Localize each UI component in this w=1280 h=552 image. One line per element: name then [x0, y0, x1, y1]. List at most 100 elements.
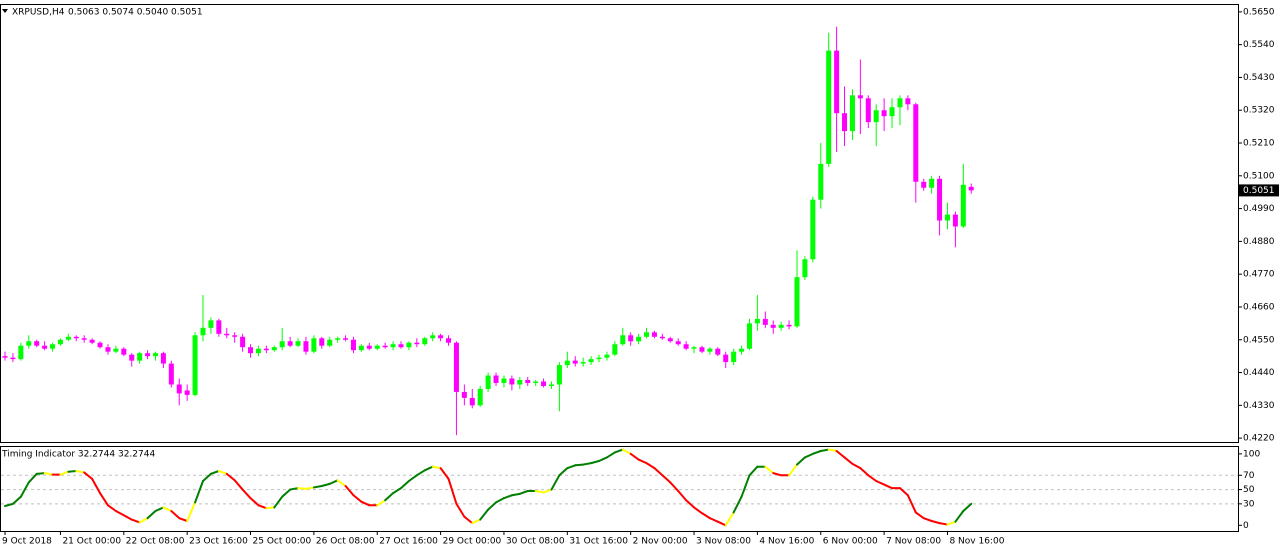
indicator-segment [83, 471, 94, 480]
y-tick-label: 0.5320 [1243, 106, 1275, 116]
candle-body [422, 338, 428, 345]
candle-body [533, 381, 539, 383]
candle-body [327, 339, 333, 346]
indicator-segment [400, 480, 410, 490]
indicator-segment [716, 520, 727, 527]
candle-body [176, 384, 182, 394]
collapse-icon[interactable] [2, 9, 8, 13]
indicator-segment [605, 451, 616, 459]
indicator-segment [304, 486, 315, 490]
candle-body [897, 98, 903, 108]
candle-body [319, 338, 325, 346]
indicator-segment [819, 448, 830, 452]
indicator-segment [859, 467, 870, 477]
indicator-segment [328, 479, 339, 485]
candle-body [778, 324, 784, 328]
y-tick-label: 0.5430 [1243, 73, 1275, 83]
candle-body [921, 181, 927, 188]
y-tick-label: 0.4660 [1243, 302, 1275, 312]
y-tick-label: 0.4550 [1243, 335, 1275, 345]
y-tick-label: 0.4770 [1243, 270, 1275, 280]
indicator-segment [170, 510, 181, 520]
y-tick-label: 0.4990 [1243, 204, 1275, 214]
indicator-segment [550, 474, 561, 491]
indicator-segment [542, 488, 553, 494]
candle-body [453, 342, 459, 392]
x-tick-label: 2 Nov 00:00 [633, 537, 688, 547]
indicator-segment [938, 522, 949, 526]
indicator-segment [510, 492, 521, 497]
candle-body [374, 345, 380, 349]
indicator-segment [898, 487, 909, 497]
indicator-segment [336, 479, 347, 487]
indicator-segment [693, 506, 703, 515]
indicator-segment [621, 448, 632, 455]
indicator-segment [91, 477, 102, 495]
indicator-segment [249, 497, 260, 507]
candle-body [865, 98, 871, 123]
candle-body [350, 339, 356, 351]
candle-body [485, 375, 491, 389]
x-tick-label: 9 Oct 2018 [2, 537, 52, 547]
candle-body [390, 344, 396, 348]
x-tick-label: 23 Oct 16:00 [189, 537, 248, 547]
candle-body [10, 357, 16, 360]
indicator-segment [954, 510, 965, 523]
y-tick-label: 70 [1243, 471, 1255, 481]
indicator-segment [130, 518, 141, 524]
y-tick-label: 0.5210 [1243, 139, 1275, 149]
ohlc-label: 0.5063 0.5074 0.5040 0.5051 [68, 8, 203, 18]
candle-body [2, 356, 8, 358]
indicator-segment [685, 499, 696, 509]
indicator-segment [637, 458, 648, 465]
indicator-segment [415, 469, 426, 477]
candle-body [50, 344, 56, 349]
indicator-segment [566, 464, 577, 470]
indicator-segment [700, 512, 711, 520]
indicator-segment [423, 465, 434, 472]
indicator-segment [360, 500, 371, 507]
candle-body [121, 348, 127, 355]
candle-body [65, 336, 71, 340]
candle-body [944, 214, 950, 221]
indicator-segment [281, 488, 292, 498]
x-tick-label: 22 Oct 08:00 [126, 537, 185, 547]
candle-body [493, 375, 499, 383]
candle-body [842, 113, 848, 132]
indicator-title: Timing Indicator 32.2744 32.2744 [1, 450, 155, 460]
indicator-segment [43, 472, 54, 476]
candle-body [469, 397, 475, 406]
y-tick-label: 0.5100 [1243, 171, 1275, 181]
indicator-segment [11, 495, 22, 505]
candle-body [556, 365, 562, 385]
candle-body [168, 363, 174, 385]
candle-body [461, 391, 467, 398]
candle-body [224, 333, 230, 336]
indicator-segment [320, 482, 331, 487]
candle-body [430, 335, 436, 339]
candle-body [57, 339, 63, 345]
indicator-segment [352, 494, 363, 503]
indicator-segment [106, 504, 117, 512]
indicator-segment [574, 463, 585, 467]
candle-body [952, 214, 958, 227]
candle-body [541, 381, 547, 386]
candle-body [509, 378, 515, 385]
indicator-segment [146, 510, 157, 520]
candle-body [414, 342, 420, 345]
candle-body [517, 379, 523, 385]
candle-body [675, 341, 681, 345]
candle-body [81, 338, 87, 340]
indicator-segment [114, 510, 125, 517]
indicator-segment [495, 497, 505, 504]
candle-body [572, 360, 578, 364]
indicator-segment [217, 470, 228, 475]
candle-body [929, 178, 935, 188]
candle-body [73, 336, 79, 339]
indicator-segment [518, 490, 529, 495]
candle-body [477, 388, 483, 406]
candle-body [152, 353, 158, 357]
indicator-segment [883, 483, 894, 490]
candle-body [255, 348, 261, 354]
candle-body [232, 335, 238, 337]
